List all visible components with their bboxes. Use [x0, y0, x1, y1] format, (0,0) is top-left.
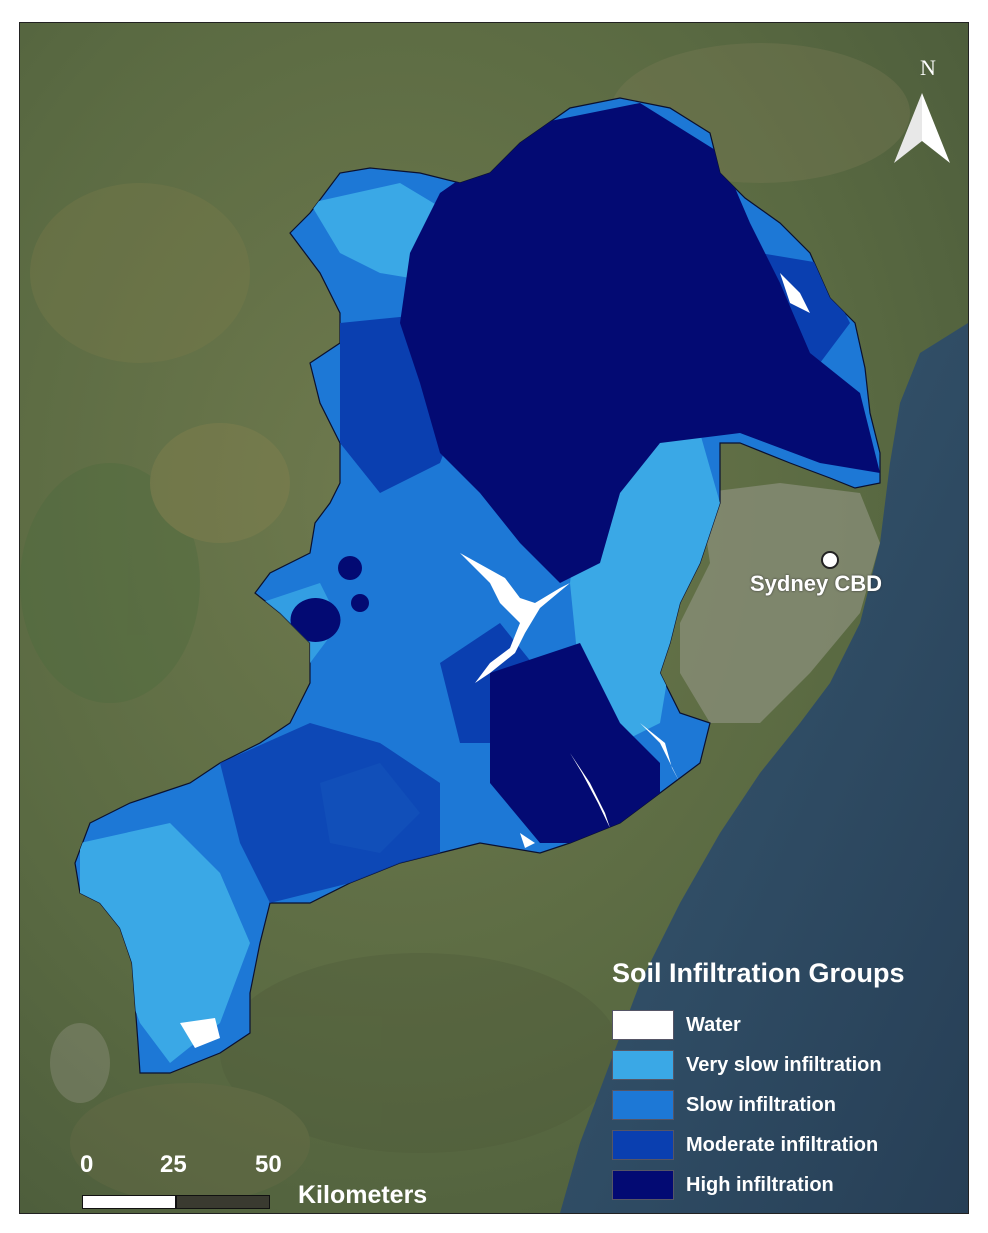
- legend-label: Water: [686, 1013, 741, 1036]
- scale-segment-dark: [176, 1195, 270, 1209]
- scale-segment-white: [82, 1195, 176, 1209]
- ocean: [560, 323, 968, 1213]
- legend-label: Very slow infiltration: [686, 1053, 882, 1076]
- legend-item-slow: Slow infiltration: [612, 1085, 957, 1125]
- sydney-cbd-marker: [821, 551, 839, 569]
- north-arrow-icon: [894, 93, 950, 163]
- north-label: N: [920, 55, 936, 80]
- scale-tick-50: 50: [255, 1151, 282, 1178]
- legend-swatch: [612, 1050, 674, 1080]
- legend-item-water: Water: [612, 1005, 957, 1045]
- legend-title: Soil Infiltration Groups: [612, 958, 905, 988]
- legend-label: Moderate infiltration: [686, 1133, 879, 1156]
- map-canvas: [20, 23, 968, 1213]
- legend-item-high: High infiltration: [612, 1165, 957, 1205]
- legend-swatch: [612, 1010, 674, 1040]
- legend-label: Slow infiltration: [686, 1093, 836, 1116]
- legend-item-very-slow: Very slow infiltration: [612, 1045, 957, 1085]
- legend-swatch: [612, 1170, 674, 1200]
- legend-item-moderate: Moderate infiltration: [612, 1125, 957, 1165]
- catchment-basin: [74, 97, 881, 1074]
- sydney-cbd-label: Sydney CBD: [750, 571, 883, 596]
- map-frame: N Sydney CBD Soil Infiltration Groups Wa…: [19, 22, 969, 1214]
- scale-tick-25: 25: [160, 1151, 187, 1178]
- terrain-texture: [20, 43, 910, 1203]
- legend: Soil Infiltration Groups Water Very slow…: [612, 958, 957, 1205]
- scale-tick-0: 0: [80, 1151, 94, 1178]
- urban-area: [680, 483, 880, 723]
- scale-unit: Kilometers: [298, 1181, 428, 1209]
- legend-label: High infiltration: [686, 1173, 834, 1196]
- legend-swatch: [612, 1130, 674, 1160]
- legend-swatch: [612, 1090, 674, 1120]
- scale-bar: 0 25 50 Kilometers: [80, 1151, 480, 1211]
